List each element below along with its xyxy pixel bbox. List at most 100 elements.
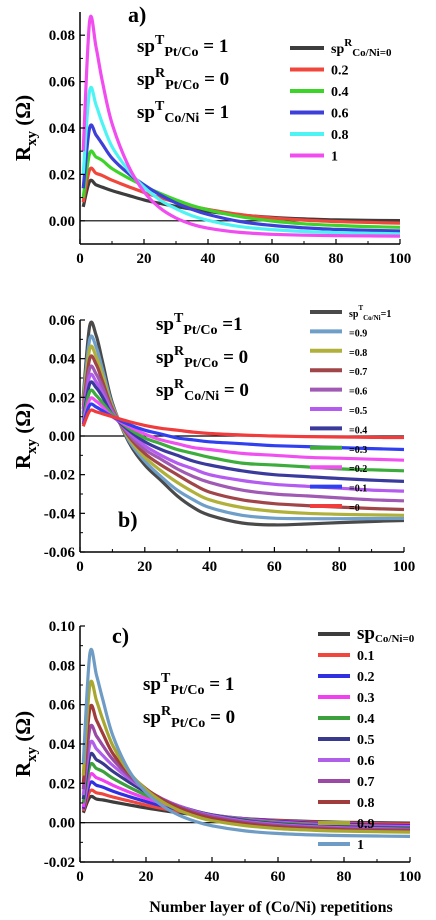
parameter-annotation: spTPt/Co = 1 bbox=[143, 671, 234, 698]
x-tick-label: 20 bbox=[139, 869, 154, 885]
y-axis-label-sub: xy bbox=[24, 746, 40, 762]
x-axis-label: Number layer of (Co/Ni) repetitions bbox=[149, 899, 393, 916]
parameter-annotation: spRCo/Ni = 0 bbox=[156, 377, 249, 404]
y-axis-label-unit: (Ω) bbox=[11, 95, 35, 131]
anno-rest: = 0 bbox=[219, 380, 249, 401]
series-line-1 bbox=[81, 334, 404, 521]
y-tick-label: 0.04 bbox=[49, 352, 76, 368]
anno-base: sp bbox=[156, 347, 174, 368]
x-tick-label: 60 bbox=[265, 251, 280, 267]
y-tick-label: 0.00 bbox=[49, 214, 75, 230]
y-axis-label-base: R bbox=[11, 453, 35, 469]
x-tick-label: 80 bbox=[337, 869, 352, 885]
series-line-9 bbox=[81, 679, 410, 834]
legend-title-sub: Co/Ni=0 bbox=[375, 633, 415, 645]
anno-sup: T bbox=[161, 671, 171, 686]
parameter-annotation: spRPt/Co = 0 bbox=[156, 344, 248, 371]
legend: spTCo/Ni=1 =0.9 =0.8 =0.7 =0.6 =0.5 =0.4 =0.3 =0… bbox=[310, 304, 391, 514]
y-tick-label: 0.08 bbox=[49, 658, 75, 674]
x-tick-label: 60 bbox=[271, 869, 286, 885]
legend-entry: 0.8 bbox=[331, 128, 349, 143]
parameter-annotation: spRPt/Co = 0 bbox=[137, 66, 229, 93]
legend-entry: =0.5 bbox=[349, 406, 367, 417]
anno-sub: Pt/Co bbox=[171, 716, 205, 731]
x-tick-label: 20 bbox=[137, 251, 152, 267]
legend-entry: =0.2 bbox=[349, 464, 367, 475]
parameter-annotation: spRPt/Co = 0 bbox=[143, 704, 235, 731]
legend-title-sub: Co/Ni bbox=[363, 314, 381, 322]
anno-rest: = 0 bbox=[218, 347, 248, 368]
legend-entry: =0.4 bbox=[349, 425, 367, 436]
legend-title-sup: T bbox=[358, 304, 363, 312]
panel-label: c) bbox=[112, 623, 129, 648]
y-tick-label: 0.04 bbox=[49, 121, 76, 137]
legend-title-base: sp bbox=[331, 42, 344, 57]
legend-entry: =0.3 bbox=[349, 445, 367, 456]
legend-entry: 0.2 bbox=[331, 64, 349, 79]
legend-title-base: sp bbox=[357, 623, 375, 644]
legend-entry: 0.6 bbox=[331, 107, 349, 122]
x-tick-label: 40 bbox=[202, 559, 217, 575]
anno-base: sp bbox=[143, 707, 161, 728]
y-axis-label-sub: xy bbox=[24, 438, 40, 454]
legend-entry: =0.1 bbox=[349, 484, 367, 495]
y-tick-label: 0.10 bbox=[49, 619, 75, 635]
series-line-10 bbox=[81, 408, 404, 440]
anno-rest: =1 bbox=[218, 314, 243, 335]
series-line-2 bbox=[81, 149, 400, 229]
series-group bbox=[81, 14, 400, 238]
anno-sub: Pt/Co bbox=[184, 356, 218, 371]
y-axis-label-base: R bbox=[11, 761, 35, 777]
legend-entry: 0.2 bbox=[357, 670, 375, 685]
anno-sub: Pt/Co bbox=[164, 45, 198, 60]
series-line-10 bbox=[81, 647, 410, 838]
legend-entry: =0.6 bbox=[349, 387, 367, 398]
legend-title-sup: R bbox=[344, 37, 353, 49]
panel-label: a) bbox=[128, 2, 146, 27]
legend-entry: spCo/Ni=0 bbox=[357, 623, 415, 645]
anno-sub: Pt/Co bbox=[183, 323, 217, 338]
series-line-0 bbox=[81, 320, 404, 527]
anno-rest: = 1 bbox=[199, 102, 229, 123]
legend-title-sub: Co/Ni=0 bbox=[352, 47, 392, 59]
y-tick-label: -0.06 bbox=[44, 545, 76, 561]
anno-sup: T bbox=[155, 99, 165, 114]
legend-entry: 1 bbox=[357, 838, 364, 853]
anno-base: sp bbox=[137, 69, 155, 90]
series-line-4 bbox=[81, 85, 400, 236]
y-axis-label-sub: xy bbox=[24, 130, 40, 146]
y-tick-label: 0.06 bbox=[49, 313, 76, 329]
y-tick-label: 0.04 bbox=[49, 737, 76, 753]
y-tick-label: -0.02 bbox=[44, 468, 75, 484]
anno-rest: = 0 bbox=[205, 707, 235, 728]
anno-sup: R bbox=[174, 344, 185, 359]
anno-sup: T bbox=[155, 33, 165, 48]
series-line-3 bbox=[81, 123, 400, 233]
anno-base: sp bbox=[137, 36, 155, 57]
x-tick-label: 100 bbox=[389, 251, 412, 267]
y-tick-label: 0.02 bbox=[49, 167, 75, 183]
anno-base: sp bbox=[156, 380, 174, 401]
x-tick-label: 0 bbox=[76, 559, 84, 575]
y-axis-label: Rxy (Ω) bbox=[11, 711, 40, 777]
legend-entry: =0 bbox=[349, 503, 360, 514]
legend-entry: 0.7 bbox=[357, 775, 375, 790]
anno-sub: Co/Ni bbox=[184, 389, 219, 404]
anno-sup: R bbox=[174, 377, 185, 392]
anno-sup: T bbox=[174, 311, 184, 326]
legend-entry: 0.4 bbox=[331, 85, 349, 100]
x-tick-label: 80 bbox=[329, 251, 344, 267]
legend-entry: =0.7 bbox=[349, 367, 367, 378]
x-tick-label: 0 bbox=[76, 869, 84, 885]
chart-panel-c: 0 20 40 60 80 100 -0.02 0.00 0.02 0.04 0.06 0.08 0.1… bbox=[11, 619, 421, 916]
anno-sup: R bbox=[155, 66, 166, 81]
anno-sub: Pt/Co bbox=[165, 78, 199, 93]
series-group bbox=[81, 647, 410, 838]
anno-sub: Pt/Co bbox=[170, 683, 204, 698]
legend-entry: 0.9 bbox=[357, 817, 375, 832]
legend-entry: spTCo/Ni=1 bbox=[349, 304, 391, 322]
series-line-5 bbox=[81, 14, 400, 238]
x-tick-label: 60 bbox=[267, 559, 282, 575]
series-line-2 bbox=[81, 344, 404, 517]
